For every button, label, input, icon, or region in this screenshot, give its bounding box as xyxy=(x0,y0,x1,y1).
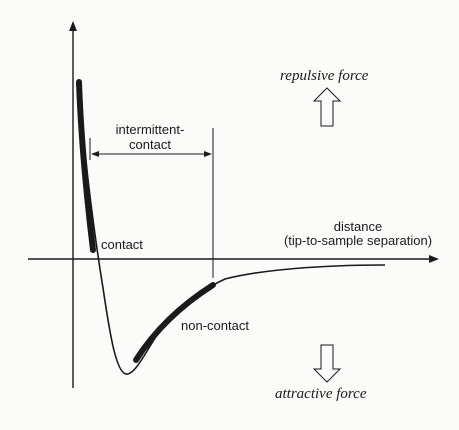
distance-label-line2: (tip-to-sample separation) xyxy=(283,233,433,248)
non-contact-region xyxy=(133,282,216,363)
contact-label: contact xyxy=(101,237,143,252)
attractive-force-label: attractive force xyxy=(275,386,367,402)
force-curve xyxy=(78,81,386,375)
contact-region xyxy=(76,79,96,253)
repulsive-arrow-icon xyxy=(312,87,342,127)
non-contact-label: non-contact xyxy=(181,318,249,333)
repulsive-force-label: repulsive force xyxy=(280,68,369,84)
intermittent-label-line2: contact xyxy=(129,137,171,152)
intermittent-label-line1: intermittent- xyxy=(115,122,185,137)
distance-label-line1: distance xyxy=(333,219,383,234)
attractive-arrow-icon xyxy=(312,344,342,383)
